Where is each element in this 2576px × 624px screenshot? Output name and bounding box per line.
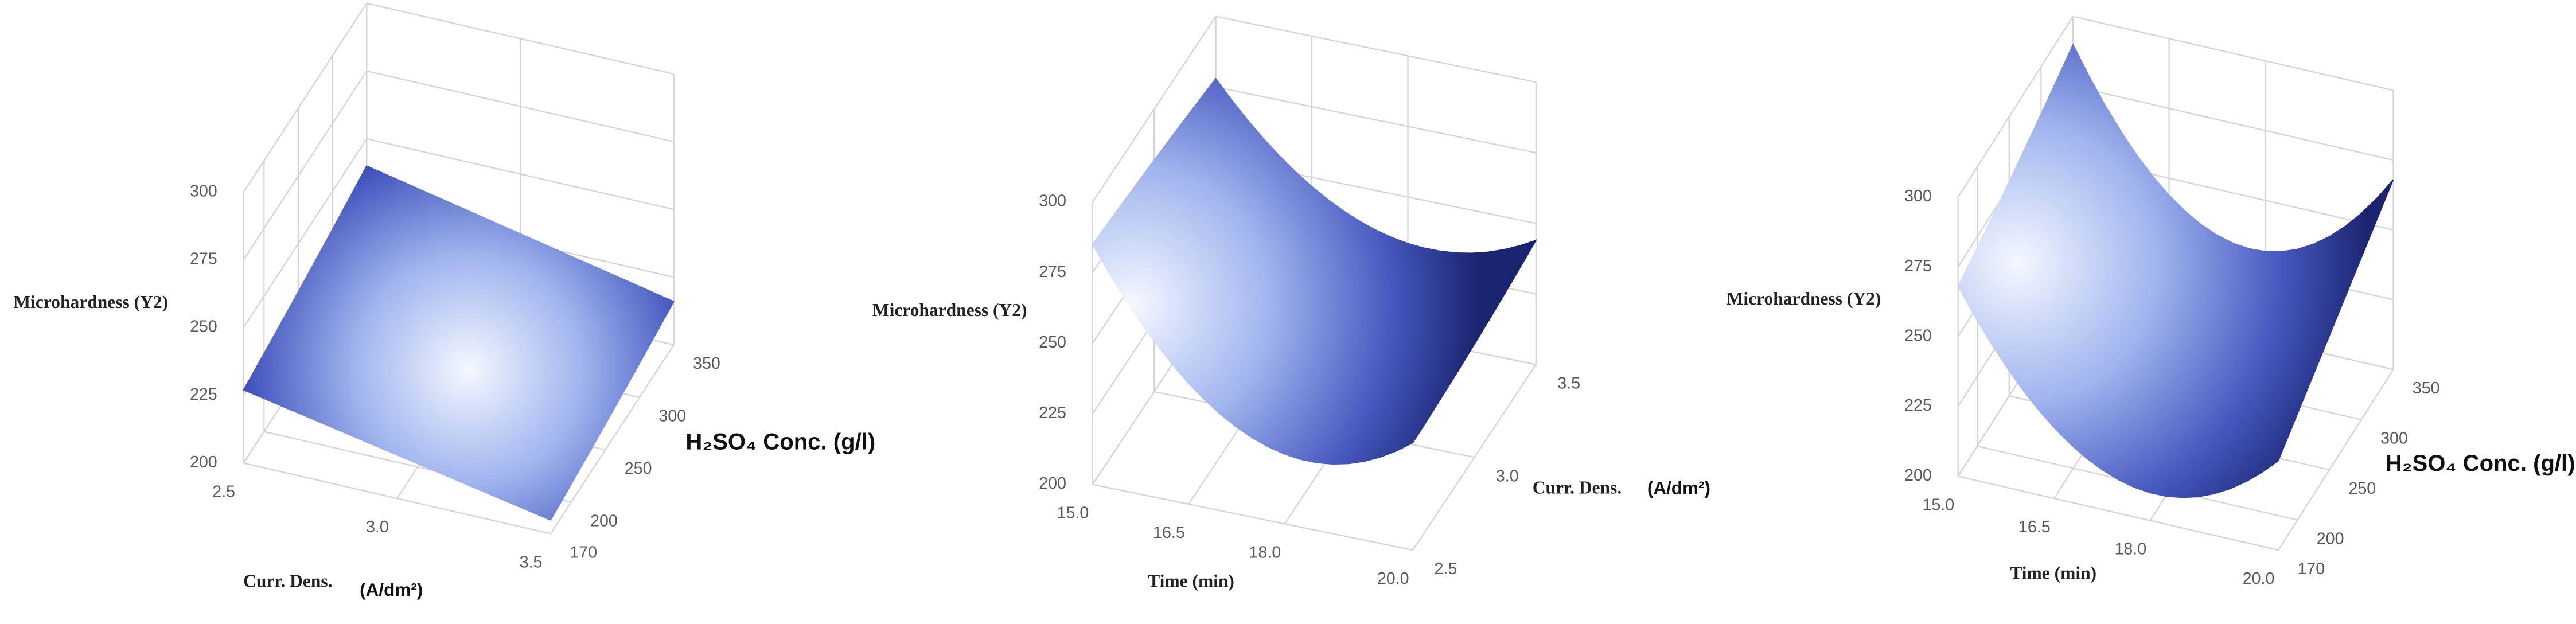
z-tick-label: 200 [1039,474,1066,493]
x-tick-label: 2.5 [212,483,235,501]
y-axis-label: H₂SO₄ Conc. (g/l) [2386,451,2575,476]
z-tick-label: 250 [1904,327,1932,345]
x-axis-label: Time (min) [2010,563,2096,583]
x-tick-label: 3.0 [366,518,389,536]
z-tick-label: 250 [1039,333,1066,352]
z-tick-label: 250 [190,318,217,336]
grid-line [1958,475,2279,551]
grid-line [2072,15,2394,91]
y-tick-label: 250 [625,459,652,478]
grid-line [243,3,368,193]
z-tick-label: 300 [1039,192,1066,210]
x-axis-label: Time (min) [1148,571,1234,591]
y-tick-label: 200 [2317,530,2344,548]
x-tick-label: 18.0 [2114,540,2146,559]
y-tick-label: 170 [570,543,597,561]
y-tick-label: 250 [2348,479,2376,498]
surface-patch [396,344,613,521]
surface-chart: 200 225 250 275 300 15.0 16.5 18.0 20.0 170 200 250… [1727,15,2575,588]
y-axis-label: H₂SO₄ Conc. (g/l) [685,430,875,455]
y-axis-label: Curr. Dens. [1533,477,1622,497]
grid-line [243,462,551,535]
x-tick-label: 3.5 [520,553,543,572]
y-tick-label: 170 [2297,560,2325,578]
grid-line [1215,86,1537,154]
z-axis-label: Microhardness (Y2) [1727,288,1881,309]
surface-chart: 200 225 250 275 300 15.0 16.5 18.0 20.0 2.5 3.0 3.5… [872,15,1710,591]
z-tick-label: 225 [190,385,217,404]
x-tick-label: 16.5 [2018,518,2051,536]
surface-patch [2117,319,2336,498]
x-axis-label: Curr. Dens. [243,571,332,591]
z-axis-label: Microhardness (Y2) [13,292,168,312]
y-tick-label: 350 [693,354,720,373]
surface-chart: 200 225 250 275 300 2.5 3.0 3.5 170 200 250 300 350 M… [13,2,875,600]
z-axis-label: Microhardness (Y2) [872,300,1027,320]
x-tick-label: 15.0 [1922,496,1954,514]
x-tick-label: 16.5 [1153,524,1185,542]
grid-line [1092,483,1413,551]
grid-line [2278,369,2394,551]
y-tick-label: 200 [590,512,618,531]
z-tick-label: 200 [190,453,217,471]
x-tick-label: 18.0 [1249,543,1281,561]
z-tick-label: 275 [190,250,217,268]
z-tick-label: 225 [1039,404,1066,422]
grid-line [1215,15,1537,83]
z-tick-label: 300 [1904,187,1932,205]
z-tick-label: 300 [190,182,217,201]
x-tick-label: 20.0 [2243,570,2275,588]
z-tick-label: 275 [1039,263,1066,281]
y-axis-unit: (A/dm²) [1647,478,1710,498]
y-tick-label: 300 [2380,430,2408,448]
z-tick-label: 225 [1904,396,1932,415]
y-tick-label: 350 [2413,379,2440,397]
x-axis-unit: (A/dm²) [360,579,423,600]
y-tick-label: 2.5 [1434,560,1457,578]
y-tick-label: 3.5 [1557,375,1580,393]
y-tick-label: 3.0 [1496,467,1519,485]
surface-patch [1252,333,1476,465]
z-tick-label: 275 [1904,257,1932,275]
z-tick-label: 200 [1904,466,1932,485]
x-tick-label: 20.0 [1377,570,1409,588]
grid-line [2072,85,2394,161]
y-tick-label: 300 [658,407,686,426]
x-tick-label: 15.0 [1057,504,1089,522]
